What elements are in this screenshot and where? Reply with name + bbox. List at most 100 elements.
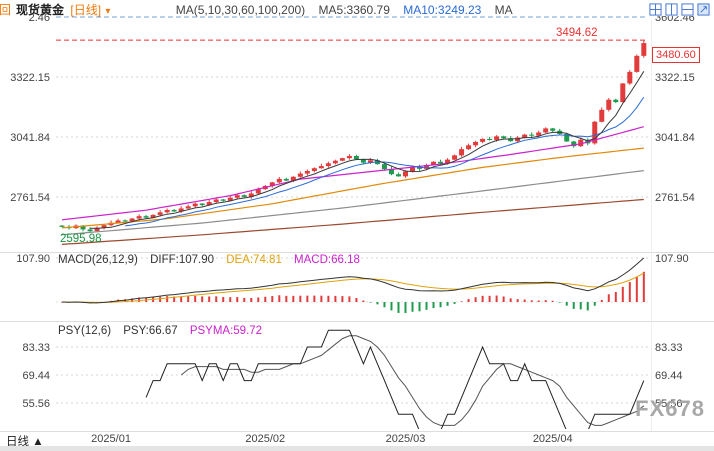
candle-body xyxy=(80,225,86,230)
candle-body xyxy=(311,168,317,172)
psyma-line xyxy=(180,335,645,426)
macd-header: MACD(26,12,9) DIFF:107.90 DEA:74.81 MACD… xyxy=(58,254,369,266)
ma5-line xyxy=(89,71,645,229)
x-axis-label: 2025/02 xyxy=(245,433,285,445)
candle-body xyxy=(178,208,184,212)
candle-body xyxy=(318,166,324,169)
candle-body xyxy=(431,161,437,166)
macd-hist-bar xyxy=(579,302,582,310)
macd-hist-bar xyxy=(635,276,638,303)
candle-body xyxy=(290,176,296,181)
diff-line xyxy=(61,257,645,304)
candle-body xyxy=(571,141,577,147)
candle-body xyxy=(227,197,233,201)
macd-diff-label: DIFF:107.90 xyxy=(150,254,215,266)
horizontal-scrollbar[interactable] xyxy=(0,446,714,451)
macd-hist-bar xyxy=(481,295,484,303)
grid-layout-icon[interactable] xyxy=(649,3,662,16)
macd-value-label: MACD:66.18 xyxy=(294,254,360,266)
candle-body xyxy=(613,99,619,103)
period-selector[interactable]: 日线 ▲ xyxy=(6,436,44,448)
macd-hist-bar xyxy=(201,296,204,303)
candle-body xyxy=(164,209,170,213)
psy-axis-tick-right: 83.33 xyxy=(655,342,683,354)
layout-toolbar xyxy=(649,3,710,16)
macd-hist-bar xyxy=(453,302,456,304)
macd-hist-bar xyxy=(537,300,540,303)
candle-body xyxy=(522,134,528,138)
x-axis-label: 2025/03 xyxy=(386,433,426,445)
psy-axis-tick-left: 55.56 xyxy=(22,398,50,410)
candle-body xyxy=(248,193,254,197)
candle-body xyxy=(641,43,647,56)
macd-hist-bar xyxy=(530,300,533,303)
ma-settings-label: MA(5,10,30,60,100,200) xyxy=(175,3,306,17)
psyma-value-label: PSYMA:59.72 xyxy=(189,325,263,337)
macd-hist-bar xyxy=(131,298,134,303)
candle-body xyxy=(360,159,366,163)
candle-body xyxy=(199,203,205,206)
candle-body xyxy=(438,161,444,164)
candle-body xyxy=(346,156,352,159)
candle-body xyxy=(283,178,289,181)
macd-hist-bar xyxy=(257,297,260,303)
macd-hist-bar xyxy=(348,296,351,303)
candle-body xyxy=(634,55,640,72)
price-axis-tick-right: 3041.84 xyxy=(655,132,695,144)
horizontal-split-icon[interactable] xyxy=(681,3,694,16)
candle-body xyxy=(459,149,465,156)
macd-axis-tick-right: 107.90 xyxy=(655,253,689,265)
period-tag: [日线] xyxy=(70,3,102,17)
macd-hist-bar xyxy=(404,302,407,314)
back-button[interactable]: 返回 xyxy=(0,3,12,17)
candle-body xyxy=(220,199,226,201)
candle-body xyxy=(388,169,394,175)
candle-body xyxy=(543,128,549,133)
period-dropdown-icon[interactable] xyxy=(105,6,110,17)
macd-hist-bar xyxy=(306,295,309,303)
macd-hist-bar xyxy=(278,295,281,303)
ma60-line xyxy=(61,147,644,229)
candle-body xyxy=(452,155,458,160)
candle-body xyxy=(101,225,107,228)
candle-body xyxy=(192,203,198,207)
psy-header: PSY(12,6) PSY:66.67 PSYMA:59.72 xyxy=(58,325,271,337)
candle-body xyxy=(171,209,177,212)
macd-hist-bar xyxy=(586,302,589,311)
high-price-label: 3494.62 xyxy=(556,27,598,39)
price-axis-tick-left: 3322.15 xyxy=(10,72,50,84)
macd-hist-bar xyxy=(264,296,267,303)
macd-hist-bar xyxy=(516,299,519,303)
macd-hist-bar xyxy=(495,295,498,303)
macd-dea-label: DEA:74.81 xyxy=(226,254,282,266)
macd-hist-bar xyxy=(229,297,232,303)
macd-hist-bar xyxy=(544,300,547,303)
x-axis-label: 2025/01 xyxy=(91,433,131,445)
macd-hist-bar xyxy=(215,296,218,303)
candle-body xyxy=(410,166,415,172)
candle-body xyxy=(515,137,521,142)
price-axis-tick-left: 2761.54 xyxy=(10,192,50,204)
macd-hist-bar xyxy=(313,295,316,303)
macd-hist-bar xyxy=(236,297,239,303)
macd-hist-bar xyxy=(173,296,176,303)
fullscreen-icon[interactable] xyxy=(697,3,710,16)
ma5-value-label: MA5:3360.79 xyxy=(318,3,390,17)
candle-body xyxy=(143,216,149,218)
macd-hist-bar xyxy=(572,302,575,309)
macd-hist-bar xyxy=(593,302,596,306)
candle-body xyxy=(304,171,310,174)
candle-body xyxy=(353,156,359,160)
macd-hist-bar xyxy=(159,296,162,303)
candle-body xyxy=(185,206,191,209)
macd-hist-bar xyxy=(411,302,414,312)
macd-hist-bar xyxy=(614,291,617,303)
vertical-split-icon[interactable] xyxy=(665,3,678,16)
macd-hist-bar xyxy=(383,302,386,308)
macd-hist-bar xyxy=(460,301,463,303)
macd-hist-bar xyxy=(208,296,211,303)
candle-body xyxy=(157,212,163,215)
macd-hist-bar xyxy=(621,286,624,303)
